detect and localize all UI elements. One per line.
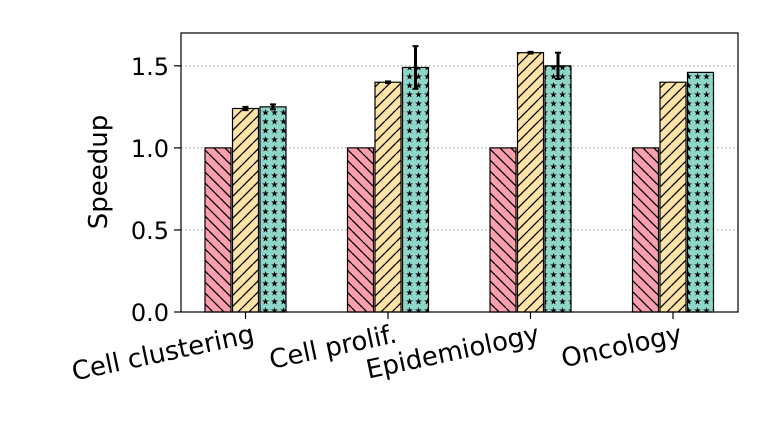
bar (516, 52, 545, 313)
y-tick-label: 0.0 (131, 299, 169, 327)
x-category-label: Oncology (559, 320, 685, 375)
bar (259, 106, 287, 313)
bar (401, 66, 430, 313)
bars (204, 52, 715, 313)
bar (686, 71, 715, 313)
y-tick-label: 1.5 (131, 53, 169, 81)
bar (659, 81, 687, 313)
error-bars (242, 45, 561, 112)
error-bar (527, 50, 534, 55)
bar (631, 147, 660, 313)
bar (346, 147, 375, 313)
bar (374, 81, 402, 313)
y-tick-label: 1.0 (131, 135, 169, 163)
error-bar (242, 105, 249, 112)
bar (204, 147, 232, 313)
y-axis-title: Speedup (84, 115, 114, 230)
y-axis-ticks: 0.0 0.5 1.0 1.5 (131, 53, 181, 327)
bar (231, 107, 260, 313)
error-bar (385, 80, 391, 85)
y-tick-label: 0.5 (131, 217, 169, 245)
error-bar (555, 51, 561, 80)
bar (489, 147, 517, 313)
bar (544, 65, 572, 313)
x-category-label: Cell clustering (69, 320, 257, 388)
error-bar (412, 45, 419, 90)
error-bar (270, 103, 276, 111)
plot-frame (180, 32, 739, 313)
